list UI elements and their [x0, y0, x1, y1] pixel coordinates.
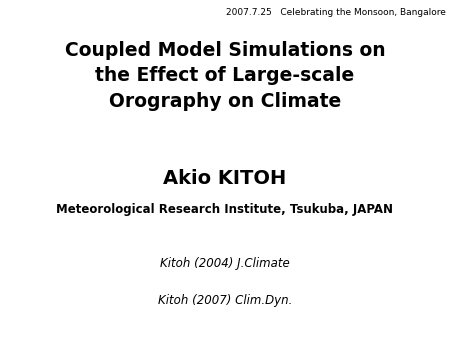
Text: Coupled Model Simulations on
the Effect of Large-scale
Orography on Climate: Coupled Model Simulations on the Effect …: [65, 41, 385, 111]
Text: Akio KITOH: Akio KITOH: [163, 169, 287, 188]
Text: 2007.7.25   Celebrating the Monsoon, Bangalore: 2007.7.25 Celebrating the Monsoon, Banga…: [225, 8, 446, 18]
Text: Kitoh (2004) J.Climate: Kitoh (2004) J.Climate: [160, 257, 290, 270]
Text: Kitoh (2007) Clim.Dyn.: Kitoh (2007) Clim.Dyn.: [158, 294, 292, 307]
Text: Meteorological Research Institute, Tsukuba, JAPAN: Meteorological Research Institute, Tsuku…: [57, 203, 393, 216]
